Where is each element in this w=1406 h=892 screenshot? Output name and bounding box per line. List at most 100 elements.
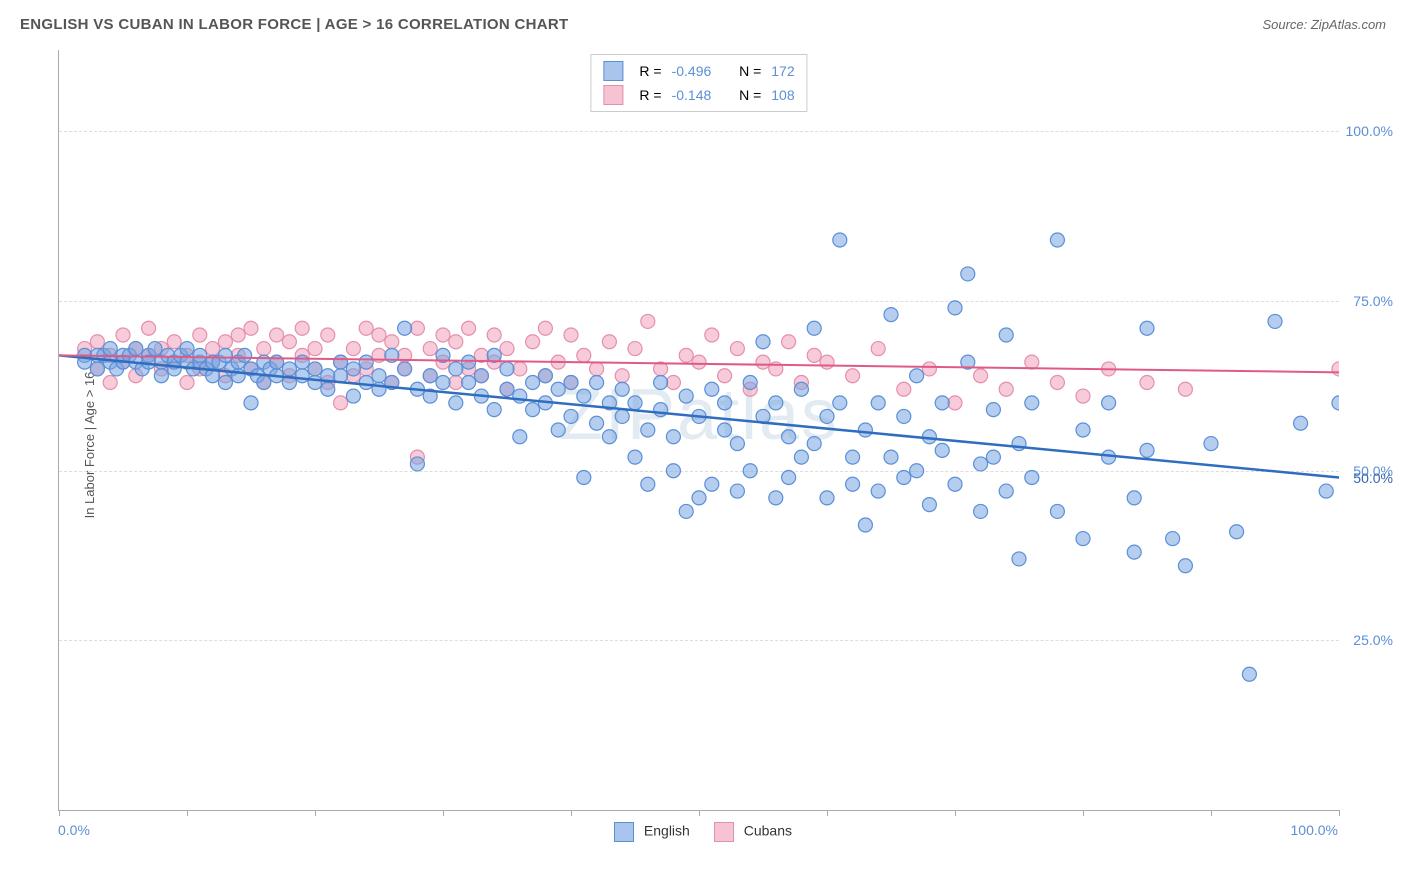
scatter-point: [705, 328, 719, 342]
x-tick: [827, 810, 828, 816]
scatter-point: [1178, 559, 1192, 573]
scatter-point: [142, 321, 156, 335]
scatter-point: [244, 396, 258, 410]
scatter-point: [679, 504, 693, 518]
legend-swatch-english: [603, 61, 623, 81]
legend-swatch-english-icon: [614, 822, 634, 842]
scatter-point: [871, 484, 885, 498]
scatter-point: [308, 362, 322, 376]
x-tick: [1211, 810, 1212, 816]
scatter-point: [1102, 396, 1116, 410]
x-tick: [1083, 810, 1084, 816]
scatter-point: [910, 464, 924, 478]
scatter-point: [756, 355, 770, 369]
scatter-point: [1025, 355, 1039, 369]
legend-swatch-cubans-icon: [714, 822, 734, 842]
scatter-point: [1268, 314, 1282, 328]
scatter-point: [884, 308, 898, 322]
scatter-point: [346, 362, 360, 376]
scatter-point: [628, 342, 642, 356]
scatter-point: [449, 376, 463, 390]
scatter-point: [1050, 376, 1064, 390]
scatter-point: [206, 342, 220, 356]
scatter-point: [410, 457, 424, 471]
x-tick: [59, 810, 60, 816]
scatter-point: [308, 342, 322, 356]
scatter-point: [167, 335, 181, 349]
scatter-point: [590, 376, 604, 390]
scatter-point: [641, 477, 655, 491]
scatter-point: [487, 328, 501, 342]
scatter-point: [1319, 484, 1333, 498]
scatter-point: [820, 355, 834, 369]
scatter-point: [295, 369, 309, 383]
scatter-point: [526, 403, 540, 417]
scatter-point: [615, 382, 629, 396]
scatter-point: [1204, 437, 1218, 451]
scatter-point: [794, 382, 808, 396]
scatter-point: [590, 416, 604, 430]
scatter-point: [193, 348, 207, 362]
x-tick: [1339, 810, 1340, 816]
scatter-point: [1050, 233, 1064, 247]
scatter-point: [449, 362, 463, 376]
scatter-point: [666, 464, 680, 478]
scatter-point: [551, 382, 565, 396]
y-tick-label: 25.0%: [1353, 632, 1393, 648]
scatter-point: [538, 369, 552, 383]
x-tick: [315, 810, 316, 816]
scatter-point: [1294, 416, 1308, 430]
scatter-point: [615, 409, 629, 423]
n-value-cubans: 108: [771, 87, 794, 103]
scatter-point: [705, 477, 719, 491]
scatter-point: [346, 342, 360, 356]
scatter-point: [257, 376, 271, 390]
scatter-point: [718, 396, 732, 410]
scatter-point: [321, 382, 335, 396]
scatter-point: [641, 423, 655, 437]
scatter-point: [769, 491, 783, 505]
scatter-point: [526, 376, 540, 390]
scatter-point: [423, 342, 437, 356]
scatter-point: [846, 450, 860, 464]
scatter-point: [148, 342, 162, 356]
scatter-point: [705, 382, 719, 396]
scatter-point: [462, 355, 476, 369]
scatter-point: [334, 355, 348, 369]
scatter-point: [1178, 382, 1192, 396]
scatter-point: [782, 430, 796, 444]
scatter-point: [462, 376, 476, 390]
scatter-point: [538, 321, 552, 335]
scatter-point: [385, 335, 399, 349]
scatter-point: [1242, 667, 1256, 681]
scatter-point: [628, 396, 642, 410]
x-axis-end-label: 100.0%: [1291, 822, 1338, 838]
r-label: R =: [639, 63, 661, 79]
scatter-point: [922, 362, 936, 376]
scatter-point: [487, 403, 501, 417]
legend-label-cubans: Cubans: [744, 823, 792, 839]
scatter-point: [935, 396, 949, 410]
scatter-point: [180, 376, 194, 390]
scatter-point: [218, 348, 232, 362]
scatter-point: [692, 491, 706, 505]
legend-row-english: R = -0.496 N = 172: [603, 59, 794, 83]
scatter-point: [513, 362, 527, 376]
x-tick: [443, 810, 444, 816]
scatter-point: [500, 362, 514, 376]
scatter-point: [231, 328, 245, 342]
scatter-point: [884, 450, 898, 464]
n-value-english: 172: [771, 63, 794, 79]
scatter-point: [436, 328, 450, 342]
scatter-point: [1050, 504, 1064, 518]
scatter-point: [398, 362, 412, 376]
scatter-point: [1332, 362, 1339, 376]
scatter-point: [948, 396, 962, 410]
r-value-cubans: -0.148: [672, 87, 712, 103]
scatter-point: [897, 471, 911, 485]
n-label: N =: [739, 87, 761, 103]
scatter-point: [999, 382, 1013, 396]
scatter-point: [666, 376, 680, 390]
scatter-point: [730, 342, 744, 356]
scatter-point: [410, 321, 424, 335]
